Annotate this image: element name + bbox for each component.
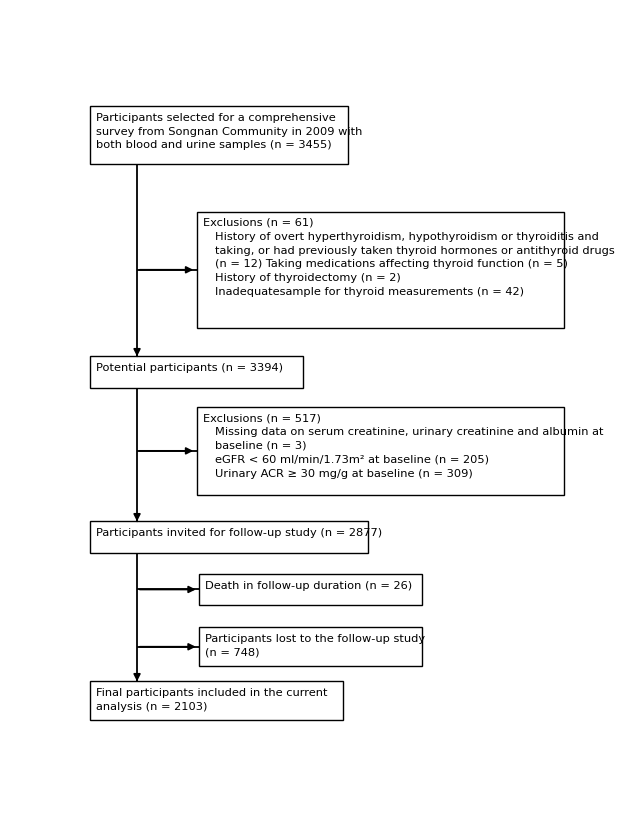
Bar — [90, 521, 368, 553]
Text: survey from Songnan Community in 2009 with: survey from Songnan Community in 2009 wi… — [96, 127, 362, 137]
Text: History of thyroidectomy (n = 2): History of thyroidectomy (n = 2) — [215, 273, 401, 283]
Text: Inadequatesample for thyroid measurements (n = 42): Inadequatesample for thyroid measurement… — [215, 287, 524, 297]
Text: History of overt hyperthyroidism, hypothyroidism or thyroiditis and: History of overt hyperthyroidism, hypoth… — [215, 231, 599, 241]
Bar — [196, 407, 564, 495]
Bar — [90, 106, 348, 164]
Text: Exclusions (n = 61): Exclusions (n = 61) — [202, 218, 313, 228]
Bar — [90, 357, 303, 388]
Bar — [199, 574, 422, 605]
Text: analysis (n = 2103): analysis (n = 2103) — [96, 702, 207, 712]
Text: (n = 12) Taking medications affecting thyroid function (n = 5): (n = 12) Taking medications affecting th… — [215, 259, 568, 269]
Bar — [199, 627, 422, 667]
Text: both blood and urine samples (n = 3455): both blood and urine samples (n = 3455) — [96, 141, 332, 151]
Text: taking, or had previously taken thyroid hormones or antithyroid drugs: taking, or had previously taken thyroid … — [215, 245, 614, 255]
Text: Exclusions (n = 517): Exclusions (n = 517) — [202, 413, 321, 423]
Bar — [90, 681, 343, 721]
Text: Participants lost to the follow-up study: Participants lost to the follow-up study — [205, 633, 425, 644]
Bar — [196, 212, 564, 328]
Text: Potential participants (n = 3394): Potential participants (n = 3394) — [96, 362, 283, 373]
Text: baseline (n = 3): baseline (n = 3) — [215, 441, 307, 451]
Text: Death in follow-up duration (n = 26): Death in follow-up duration (n = 26) — [205, 581, 412, 591]
Text: eGFR < 60 ml/min/1.73m² at baseline (n = 205): eGFR < 60 ml/min/1.73m² at baseline (n =… — [215, 455, 489, 465]
Text: Missing data on serum creatinine, urinary creatinine and albumin at: Missing data on serum creatinine, urinar… — [215, 427, 604, 437]
Text: Urinary ACR ≥ 30 mg/g at baseline (n = 309): Urinary ACR ≥ 30 mg/g at baseline (n = 3… — [215, 469, 473, 479]
Text: Final participants included in the current: Final participants included in the curre… — [96, 688, 328, 698]
Text: Participants invited for follow-up study (n = 2877): Participants invited for follow-up study… — [96, 528, 382, 537]
Text: (n = 748): (n = 748) — [205, 647, 259, 658]
Text: Participants selected for a comprehensive: Participants selected for a comprehensiv… — [96, 113, 335, 123]
